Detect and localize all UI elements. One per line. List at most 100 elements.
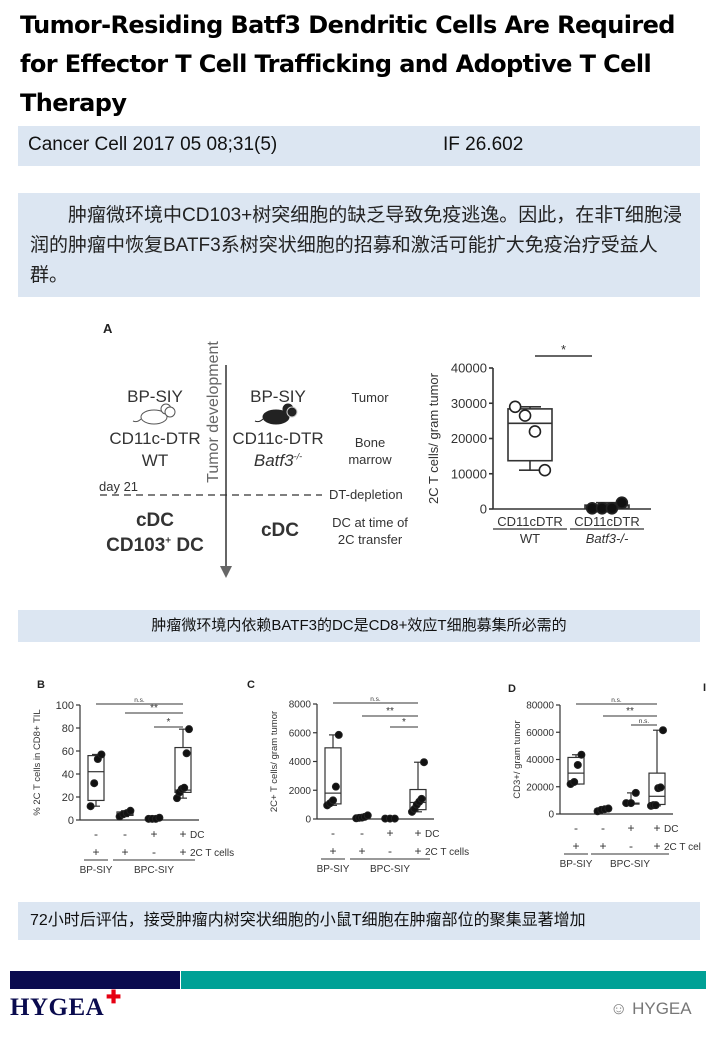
significance-label: * [167, 717, 171, 728]
t-cell-sign: + [179, 845, 186, 859]
data-point [538, 463, 552, 477]
dc-sign: + [150, 827, 157, 841]
paper-title: Tumor-Residing Batf3 Dendritic Cells Are… [20, 11, 675, 117]
box-group [647, 726, 667, 810]
box-group [173, 725, 193, 803]
right-tumor: BP-SIY [250, 387, 306, 406]
data-point [180, 783, 189, 792]
box-group [115, 806, 135, 821]
edge-panel-letter: I [703, 682, 707, 694]
data-point [627, 799, 635, 808]
y-tick-label: 20 [62, 792, 74, 804]
cohort-label: BP-SIY [80, 865, 113, 876]
box-chart-A: 0 10000 20000 30000 40000 2C T cells/ gram tu… [426, 342, 651, 546]
dc-sup: + [165, 535, 172, 547]
t-cell-sign: + [653, 839, 660, 853]
journal-citation: Cancer Cell 2017 05 08;31(5) [28, 134, 278, 155]
row-dc-2: 2C transfer [337, 532, 403, 547]
y-tick-label: 0 [68, 815, 74, 827]
cohort-label: BP-SIY [317, 864, 350, 875]
data-point [417, 794, 426, 803]
y-tick-label: 80 [62, 723, 74, 735]
data-point [363, 811, 372, 820]
dc-sign: + [386, 826, 393, 840]
data-point [334, 730, 343, 739]
right-dc: cDC [260, 520, 299, 541]
box-group [323, 730, 343, 810]
t-cell-sign: - [388, 844, 392, 858]
dc-sign: - [331, 826, 335, 840]
y-tick-label: 60000 [526, 728, 554, 739]
dc-sign: + [179, 827, 186, 841]
row-label-dc: DC [190, 830, 204, 841]
data-point [528, 425, 542, 438]
row-marrow-2: marrow [348, 452, 392, 467]
right-genotype: Batf3-/- [238, 451, 318, 471]
data-point [604, 804, 613, 813]
y-tick-label: 30000 [451, 396, 487, 411]
y-tick-label: 0 [480, 502, 487, 517]
wechat-watermark: ☺ HYGEA [610, 999, 692, 1019]
significance-label: ** [150, 703, 158, 714]
y-axis-label: CD3+/ gram tumor [512, 720, 523, 798]
data-point [656, 783, 665, 792]
box-group [593, 804, 613, 816]
left-tumor: BP-SIY [127, 387, 183, 406]
left-marrow: CD11c-DTR [109, 429, 201, 448]
left-dc-2: CD103+ DC [90, 535, 220, 557]
diagram-graphics [100, 365, 322, 578]
dc-text: CD103 [106, 535, 166, 556]
hygea-logo: HYGEA [10, 994, 105, 1021]
panel-label: B [37, 679, 45, 691]
data-point [659, 726, 667, 735]
box-group [408, 758, 428, 816]
y-tick-label: 0 [305, 815, 311, 826]
y-tick-label: 100 [56, 700, 74, 712]
t-cell-sign: + [599, 839, 606, 853]
box [324, 747, 342, 805]
mouse-outline-icon [132, 403, 176, 425]
data-point [651, 801, 660, 810]
cohort-label: BPC-SIY [610, 859, 650, 870]
red-cross-icon: ✚ [106, 987, 122, 1007]
dc-text-end: DC [171, 535, 204, 556]
row-depletion: DT-depletion [329, 487, 403, 502]
dc-sign: - [123, 827, 127, 841]
dc-sign: - [601, 821, 605, 835]
cohort-label: BPC-SIY [134, 865, 174, 876]
row-tumor: Tumor [351, 390, 389, 405]
row-label-dc: DC [425, 829, 439, 840]
y-tick-label: 0 [548, 810, 554, 821]
group-label: CD11cDTR [497, 514, 563, 529]
panel-label: A [103, 321, 113, 336]
y-axis-label: 2C+ T cells/ gram tumor [269, 711, 280, 812]
t-cell-sign: + [572, 839, 579, 853]
cohort-label: BP-SIY [560, 859, 593, 870]
dc-sign: + [414, 826, 421, 840]
group-sublabel: Batf3-/- [586, 531, 629, 546]
box-group [86, 750, 106, 811]
data-point [577, 750, 586, 759]
data-point [420, 758, 428, 767]
data-point [518, 409, 532, 422]
significance-label: * [402, 717, 406, 728]
y-tick-label: 60 [62, 746, 74, 758]
t-cell-sign: + [92, 845, 99, 859]
panel-label: D [508, 683, 516, 695]
t-cell-sign: - [629, 839, 633, 853]
y-tick-label: 40000 [526, 755, 554, 766]
t-cell-sign: + [121, 845, 128, 859]
t-cell-sign: - [152, 845, 156, 859]
right-marrow: CD11c-DTR [232, 429, 324, 448]
box-group [622, 788, 640, 808]
dc-sign: + [653, 821, 660, 835]
mouse-filled-icon [254, 403, 298, 425]
panel-label: C [247, 679, 255, 691]
y-tick-label: 80000 [526, 701, 554, 712]
row-dc-1: DC at time of [332, 515, 408, 530]
y-axis-label: 2C T cells/ gram tumor [426, 372, 441, 504]
footer-bar-teal [181, 971, 706, 989]
y-tick-label: 6000 [289, 728, 312, 739]
caption-2: 72小时后评估，接受肿瘤内树突状细胞的小鼠T细胞在肿瘤部位的聚集显著增加 [18, 902, 700, 940]
significance-label: ** [626, 706, 634, 717]
